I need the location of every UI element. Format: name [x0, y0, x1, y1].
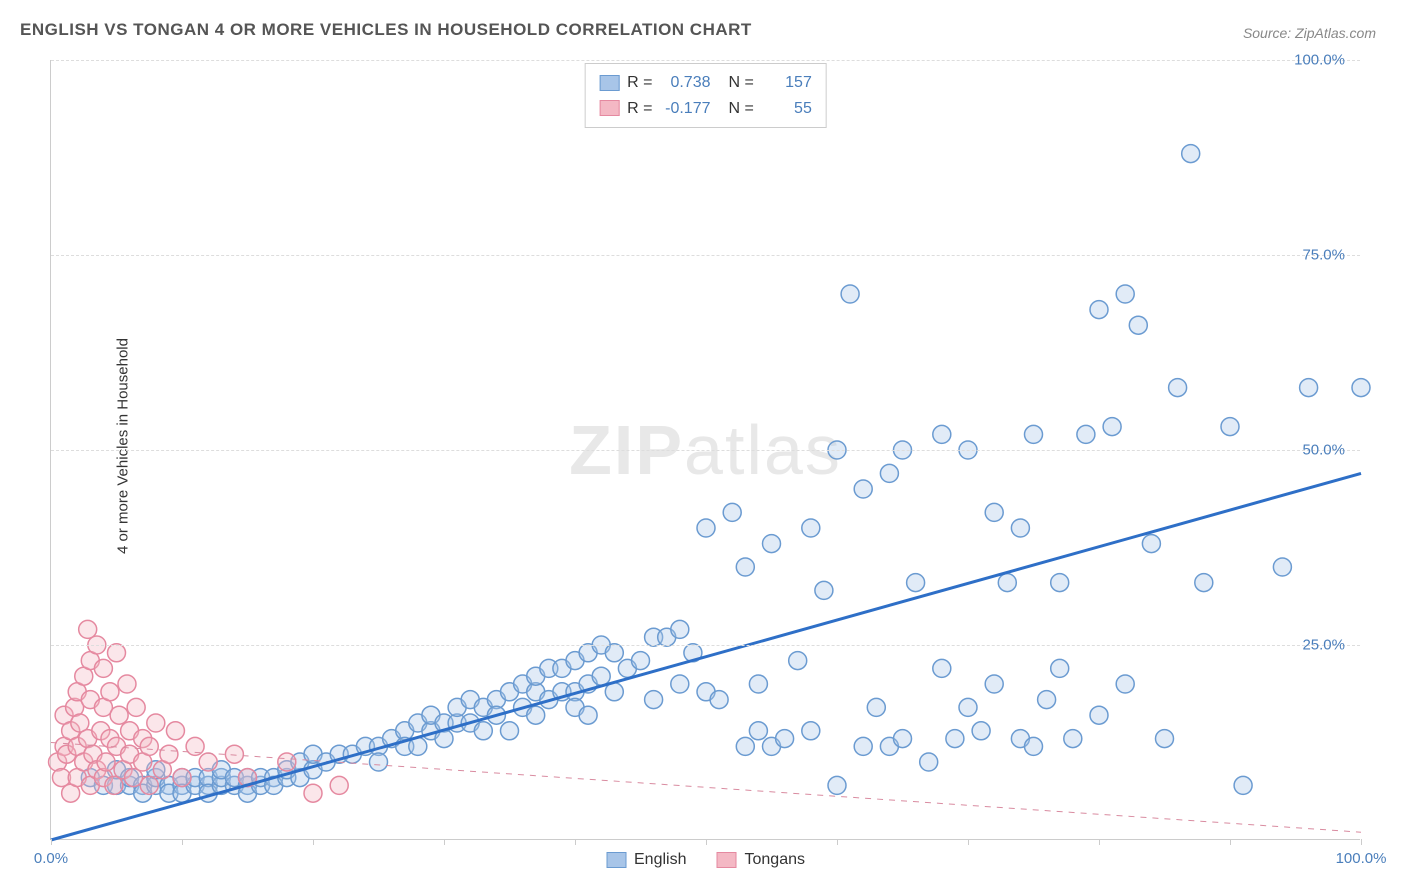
chart-title: ENGLISH VS TONGAN 4 OR MORE VEHICLES IN … [20, 20, 752, 40]
legend-item-english: English [606, 851, 686, 869]
scatter-plot: ZIPatlas R = 0.738 N = 157 R = -0.177 N … [50, 60, 1360, 840]
english-swatch-icon [606, 852, 626, 868]
y-tick-label: 100.0% [1294, 52, 1345, 69]
legend-item-tongans: Tongans [716, 851, 805, 869]
source-attribution: Source: ZipAtlas.com [1243, 25, 1376, 41]
y-tick-label: 75.0% [1302, 247, 1345, 264]
x-tick-label: 100.0% [1336, 850, 1387, 867]
x-tick-label: 0.0% [34, 850, 68, 867]
y-tick-label: 25.0% [1302, 637, 1345, 654]
series-legend: English Tongans [606, 851, 805, 869]
y-tick-label: 50.0% [1302, 442, 1345, 459]
tongans-swatch-icon [716, 852, 736, 868]
